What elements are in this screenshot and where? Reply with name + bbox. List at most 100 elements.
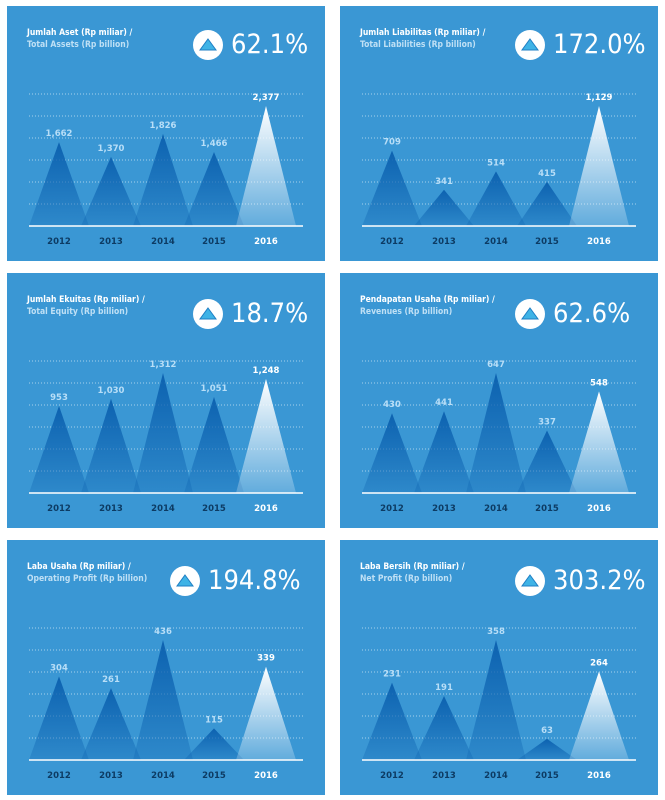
value-label: 647 xyxy=(487,360,505,370)
value-label: 1,030 xyxy=(98,386,125,396)
category-label: 2013 xyxy=(432,504,456,514)
peak xyxy=(81,156,141,226)
chart-title-en: Operating Profit (Rp billion) xyxy=(27,574,148,584)
category-label: 2016 xyxy=(254,237,278,247)
category-label: 2013 xyxy=(99,504,123,514)
category-label: 2015 xyxy=(202,771,226,781)
category-label: 2012 xyxy=(380,504,404,514)
value-label: 63 xyxy=(541,726,553,736)
value-label: 436 xyxy=(154,627,172,637)
peak xyxy=(362,682,422,760)
value-label: 337 xyxy=(538,417,556,427)
growth-value: 172.0% xyxy=(553,29,646,60)
value-label: 191 xyxy=(435,683,453,693)
category-label: 2013 xyxy=(432,237,456,247)
category-label: 2015 xyxy=(535,504,559,514)
chart-title-en: Revenues (Rp billion) xyxy=(360,307,453,317)
chart-title-id: Laba Bersih (Rp miliar) / xyxy=(360,562,465,572)
category-label: 2016 xyxy=(587,504,611,514)
category-label: 2014 xyxy=(484,237,508,247)
value-label: 441 xyxy=(435,398,453,408)
mountain-chart: 231 2012 191 2013 358 2014 63 2015 264 2016 xyxy=(362,627,636,781)
chart-title-en: Total Assets (Rp billion) xyxy=(27,40,130,50)
peak xyxy=(133,373,193,493)
value-label: 548 xyxy=(590,378,608,388)
chart-title-en: Net Profit (Rp billion) xyxy=(360,574,453,584)
category-label: 2014 xyxy=(151,771,175,781)
mountain-chart: 430 2012 441 2013 647 2014 337 2015 548 2016 xyxy=(362,360,636,514)
peak xyxy=(362,413,422,493)
triangle-up-icon xyxy=(515,30,545,60)
peak xyxy=(133,640,193,760)
value-label: 304 xyxy=(50,663,68,673)
category-label: 2013 xyxy=(432,771,456,781)
category-label: 2014 xyxy=(151,504,175,514)
value-label: 953 xyxy=(50,393,68,403)
category-label: 2015 xyxy=(202,237,226,247)
triangle-up-icon xyxy=(193,299,223,329)
chart-panel-total-assets: Jumlah Aset (Rp miliar) / Total Assets (… xyxy=(7,6,325,261)
category-label: 2015 xyxy=(535,237,559,247)
triangle-up-icon xyxy=(193,30,223,60)
growth-value: 62.6% xyxy=(553,298,631,329)
chart-title-id: Jumlah Aset (Rp miliar) / xyxy=(27,28,133,38)
mountain-chart: 709 2012 341 2013 514 2014 415 2015 1,129 2016 xyxy=(362,93,636,247)
chart-panel-total-equity: Jumlah Ekuitas (Rp miliar) / Total Equit… xyxy=(7,273,325,528)
value-label: 1,248 xyxy=(253,366,280,376)
value-label: 1,129 xyxy=(586,93,613,103)
value-label: 115 xyxy=(205,715,223,725)
peak xyxy=(81,398,141,493)
peak xyxy=(29,405,89,493)
chart-title-id: Jumlah Ekuitas (Rp miliar) / xyxy=(27,295,145,305)
peak xyxy=(517,430,577,493)
peak xyxy=(414,411,474,493)
value-label: 415 xyxy=(538,169,556,179)
category-label: 2015 xyxy=(535,771,559,781)
value-label: 514 xyxy=(487,158,505,168)
value-label: 1,826 xyxy=(150,121,177,131)
peak xyxy=(29,142,89,226)
growth-value: 194.8% xyxy=(208,565,301,596)
value-label: 341 xyxy=(435,177,453,187)
chart-title-id: Laba Usaha (Rp miliar) / xyxy=(27,562,131,572)
growth-value: 303.2% xyxy=(553,565,646,596)
peak-highlight xyxy=(569,391,629,493)
chart-title-id: Pendapatan Usaha (Rp miliar) / xyxy=(360,295,495,305)
category-label: 2016 xyxy=(254,771,278,781)
chart-panel-operating-profit: Laba Usaha (Rp miliar) / Operating Profi… xyxy=(7,540,325,795)
growth-value: 62.1% xyxy=(231,29,309,60)
peak-highlight xyxy=(236,106,296,226)
peak xyxy=(466,640,526,760)
mountain-chart: 1,662 2012 1,370 2013 1,826 2014 1,466 2015 2,37… xyxy=(29,93,303,247)
growth-value: 18.7% xyxy=(231,298,309,329)
value-label: 339 xyxy=(257,654,275,664)
value-label: 430 xyxy=(383,400,401,410)
peak xyxy=(466,373,526,493)
peak xyxy=(184,396,244,493)
value-label: 1,466 xyxy=(201,139,228,149)
value-label: 1,312 xyxy=(150,360,177,370)
category-label: 2015 xyxy=(202,504,226,514)
value-label: 2,377 xyxy=(253,93,280,103)
category-label: 2013 xyxy=(99,771,123,781)
category-label: 2016 xyxy=(587,237,611,247)
category-label: 2012 xyxy=(380,771,404,781)
category-label: 2014 xyxy=(484,771,508,781)
mountain-chart: 304 2012 261 2013 436 2014 115 2015 339 2016 xyxy=(29,627,303,781)
peak xyxy=(184,728,244,760)
triangle-up-icon xyxy=(170,566,200,596)
peak-highlight xyxy=(569,671,629,760)
value-label: 358 xyxy=(487,627,505,637)
peak-highlight xyxy=(236,666,296,760)
value-label: 261 xyxy=(102,675,120,685)
peak-highlight xyxy=(569,106,629,226)
peak xyxy=(362,150,422,226)
peak xyxy=(184,151,244,226)
peak xyxy=(81,688,141,760)
peak xyxy=(517,181,577,226)
chart-title-en: Total Liabilities (Rp billion) xyxy=(360,40,476,50)
category-label: 2014 xyxy=(484,504,508,514)
category-label: 2012 xyxy=(47,504,71,514)
value-label: 264 xyxy=(590,659,608,669)
peak xyxy=(517,738,577,760)
